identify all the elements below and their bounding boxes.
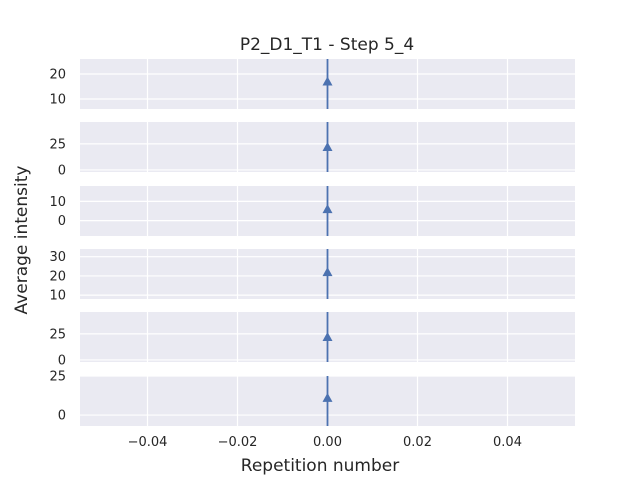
y-tick-label: 0 — [58, 214, 66, 229]
subplot-3: 010 — [49, 186, 575, 236]
y-tick-label: 0 — [58, 163, 66, 178]
subplot-5: 0 25 — [49, 312, 575, 368]
x-tick-label: 0.04 — [493, 435, 522, 450]
y-tick-label: 25 — [49, 370, 66, 385]
data-point — [322, 267, 333, 277]
x-tick-label: 0.02 — [403, 435, 432, 450]
data-point — [322, 76, 333, 86]
x-tick-label: −0.02 — [218, 435, 258, 450]
subplot-6: 0 25 — [49, 370, 575, 426]
y-tick-label: 10 — [49, 93, 66, 108]
x-axis-label: Repetition number — [241, 456, 399, 476]
data-point — [322, 204, 333, 214]
subplot-2: 0 25 — [49, 122, 575, 178]
y-tick-label: 25 — [49, 137, 66, 152]
data-point — [322, 142, 333, 151]
x-tick-label: −0.04 — [128, 435, 168, 450]
y-axis-label: Average intensity — [12, 166, 32, 315]
chart-title: P2_D1_T1 - Step 5_4 — [240, 35, 414, 55]
y-tick-label: 10 — [49, 289, 66, 304]
y-tick-label: 30 — [49, 250, 66, 265]
y-tick-label: 0 — [58, 353, 66, 368]
y-tick-label: 25 — [49, 327, 66, 342]
subplot-1: 10 20 — [49, 59, 575, 109]
subplot-4: 10 20 30 — [49, 249, 575, 304]
y-tick-label: 0 — [58, 409, 66, 424]
data-point — [322, 332, 333, 341]
y-tick-label: 10 — [49, 195, 66, 210]
x-tick-labels: −0.04 −0.02 0.00 0.02 0.04 — [128, 435, 522, 450]
data-point — [322, 392, 333, 402]
x-tick-label: 0.00 — [313, 435, 342, 450]
y-tick-label: 20 — [49, 68, 66, 83]
y-tick-label: 20 — [49, 269, 66, 284]
